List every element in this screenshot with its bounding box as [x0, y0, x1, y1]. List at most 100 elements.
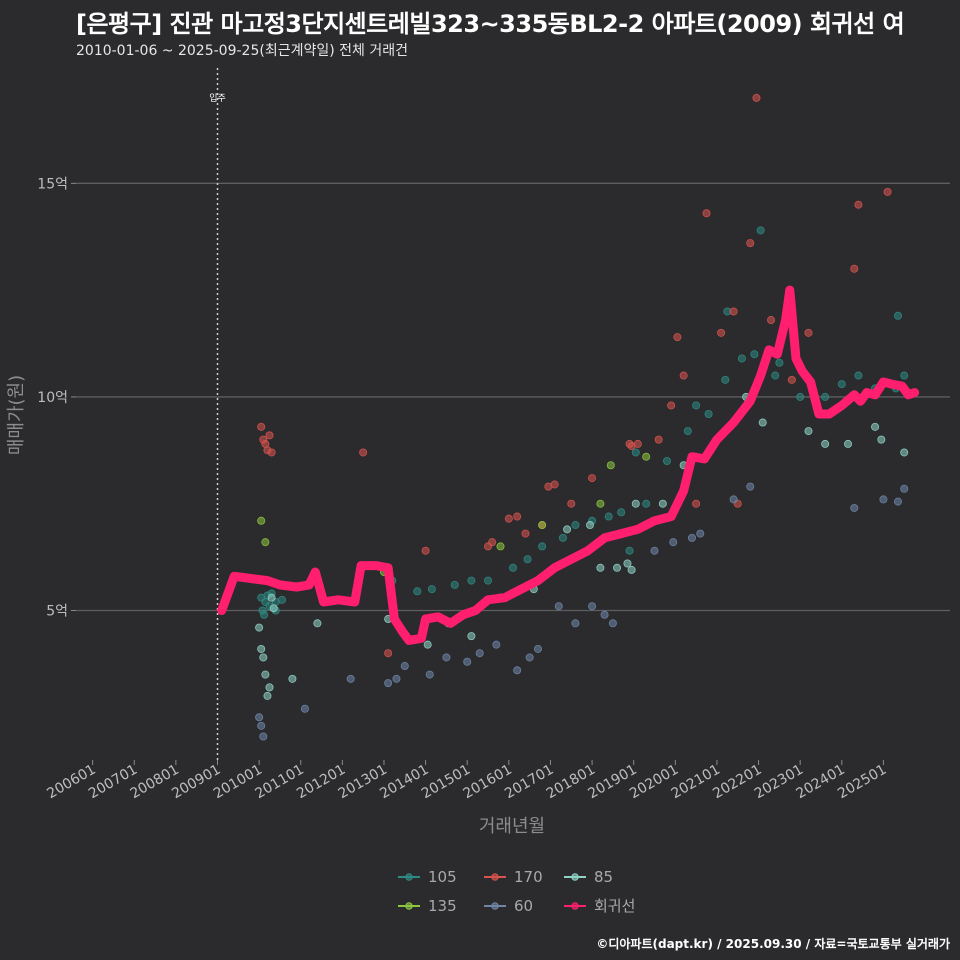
data-point	[662, 456, 671, 465]
data-point	[844, 439, 853, 448]
data-point	[633, 439, 642, 448]
data-point	[752, 93, 761, 102]
y-tick-label: 5억	[46, 603, 68, 619]
data-point	[900, 371, 909, 380]
data-point	[261, 670, 270, 679]
data-point	[696, 529, 705, 538]
data-point	[631, 448, 640, 457]
data-point	[821, 392, 830, 401]
data-point	[854, 200, 863, 209]
data-point	[421, 546, 430, 555]
data-point	[288, 674, 297, 683]
data-point	[900, 484, 909, 493]
legend-label: 170	[514, 868, 543, 886]
data-point	[642, 452, 651, 461]
data-point	[625, 546, 634, 555]
data-point	[267, 448, 276, 457]
data-point	[596, 563, 605, 572]
y-axis-ticks: 5억 10억 15억	[37, 176, 76, 619]
data-point	[538, 542, 547, 551]
data-point	[346, 674, 355, 683]
data-point	[658, 499, 667, 508]
data-point	[255, 623, 264, 632]
source-credit: ©디아파트(dapt.kr) / 2025.09.30 / 자료=국토교통부 실…	[596, 937, 950, 951]
data-point	[702, 209, 711, 218]
data-point	[467, 632, 476, 641]
legend-label: 회귀선	[594, 897, 635, 915]
data-point	[604, 512, 613, 521]
data-point	[704, 409, 713, 418]
data-point	[588, 602, 597, 611]
page-subtitle: 2010-01-06 ~ 2025-09-25(최근계약일) 전체 거래건	[76, 43, 408, 59]
data-point	[596, 499, 605, 508]
data-point	[617, 508, 626, 517]
data-point	[533, 644, 542, 653]
data-point	[775, 358, 784, 367]
data-point	[850, 503, 859, 512]
x-axis-title: 거래년월	[479, 816, 545, 837]
data-point	[261, 538, 270, 547]
data-point	[442, 653, 451, 662]
legend-key-point	[491, 873, 499, 881]
data-point	[692, 401, 701, 410]
data-point	[883, 187, 892, 196]
data-point	[571, 521, 580, 530]
data-point	[521, 529, 530, 538]
data-point	[523, 555, 532, 564]
data-point	[558, 533, 567, 542]
data-point	[758, 418, 767, 427]
data-point	[613, 563, 622, 572]
legend: 105 170 85 135 60 회귀선	[398, 868, 635, 915]
legend-key-point	[405, 873, 413, 881]
points-layer	[255, 93, 909, 741]
move-in-label: 입주	[209, 92, 226, 104]
y-tick-label: 10억	[37, 390, 68, 406]
data-point	[257, 721, 266, 730]
data-point	[475, 649, 484, 658]
data-point	[642, 499, 651, 508]
data-point	[679, 371, 688, 380]
regression-line	[217, 285, 920, 645]
data-point	[488, 538, 497, 547]
data-point	[255, 713, 264, 722]
data-point	[893, 311, 902, 320]
data-point	[269, 604, 278, 613]
data-point	[300, 704, 309, 713]
data-point	[585, 521, 594, 530]
data-point	[729, 495, 738, 504]
data-point	[313, 619, 322, 628]
legend-key-point	[571, 873, 579, 881]
data-point	[384, 679, 393, 688]
data-point	[650, 546, 659, 555]
data-point	[265, 683, 274, 692]
y-axis-title: 매매가(원)	[6, 375, 27, 455]
data-point	[567, 499, 576, 508]
data-point	[413, 587, 422, 596]
data-point	[717, 328, 726, 337]
data-point	[384, 649, 393, 658]
data-point	[771, 371, 780, 380]
data-point	[496, 542, 505, 551]
data-point	[508, 563, 517, 572]
annotation-layer: 입주	[209, 68, 226, 760]
legend-key-point	[571, 902, 579, 910]
data-point	[571, 619, 580, 628]
data-point	[729, 307, 738, 316]
data-point	[467, 576, 476, 585]
data-point	[854, 371, 863, 380]
data-point	[804, 328, 813, 337]
data-point	[893, 497, 902, 506]
data-point	[600, 610, 609, 619]
data-point	[654, 435, 663, 444]
data-point	[746, 239, 755, 248]
data-point	[737, 354, 746, 363]
data-point	[463, 657, 472, 666]
data-point	[627, 565, 636, 574]
data-point	[278, 595, 287, 604]
data-point	[484, 576, 493, 585]
data-point	[257, 644, 266, 653]
data-point	[267, 593, 276, 602]
data-point	[563, 525, 572, 534]
data-point	[756, 226, 765, 235]
